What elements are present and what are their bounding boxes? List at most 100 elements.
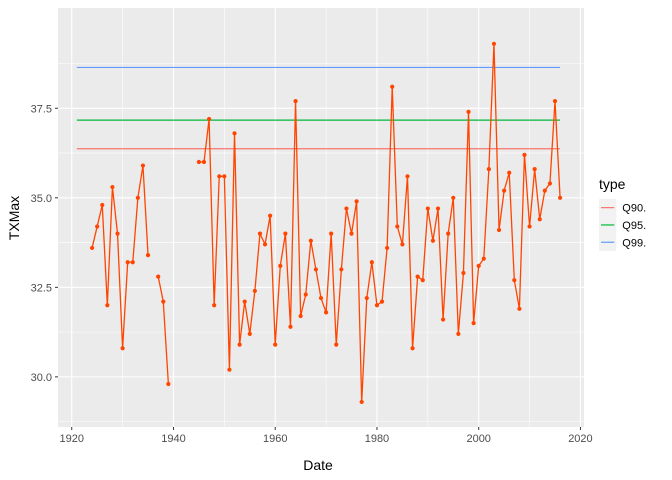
data-point <box>161 299 166 304</box>
data-point <box>125 260 130 265</box>
data-point <box>308 238 313 243</box>
data-point <box>354 199 359 204</box>
data-point <box>227 367 232 372</box>
data-point <box>395 224 400 229</box>
data-point <box>385 245 390 251</box>
legend-title: type <box>599 176 626 192</box>
legend-keys: Q90. Q95. Q99. <box>599 199 646 251</box>
data-point <box>547 181 553 186</box>
data-point <box>318 295 324 301</box>
legend-label: Q90. <box>622 203 646 215</box>
x-tick-label: 1960 <box>263 433 287 445</box>
data-point <box>293 99 298 104</box>
data-point <box>278 263 283 268</box>
x-tick-label: 2020 <box>568 433 592 445</box>
data-point <box>476 263 481 268</box>
data-point <box>405 174 410 179</box>
data-point <box>349 231 354 236</box>
data-point <box>537 217 542 222</box>
data-point <box>496 227 502 233</box>
data-point <box>491 41 497 46</box>
x-axis-ticks: 1920 1940 1960 1980 2000 2020 <box>59 427 593 445</box>
data-point <box>517 306 522 311</box>
data-point <box>512 278 517 283</box>
data-point <box>303 292 308 297</box>
data-point <box>486 167 491 172</box>
data-point <box>110 184 115 190</box>
data-point <box>374 303 380 308</box>
data-point <box>344 206 349 211</box>
data-point <box>461 270 466 276</box>
data-point <box>456 331 461 336</box>
y-axis-ticks: 30.0 32.5 35.0 37.5 <box>31 103 58 384</box>
data-point <box>237 342 242 347</box>
data-point <box>166 381 171 387</box>
legend-label: Q95. <box>622 220 646 232</box>
data-point <box>156 274 161 279</box>
data-point <box>217 174 222 179</box>
data-point <box>283 231 288 236</box>
x-tick-label: 1980 <box>365 433 389 445</box>
data-point <box>451 195 456 200</box>
data-point <box>400 242 405 247</box>
data-point <box>95 224 100 229</box>
data-point <box>298 313 303 319</box>
quantile-lines <box>76 66 561 150</box>
data-point <box>232 131 237 136</box>
series-points <box>89 41 563 405</box>
data-point <box>201 159 207 165</box>
x-tick-label: 1940 <box>161 433 185 445</box>
data-point <box>410 346 415 351</box>
data-point <box>542 188 547 193</box>
x-axis-title: Date <box>303 457 333 473</box>
data-point <box>212 303 217 308</box>
data-point <box>288 324 293 329</box>
y-tick-label: 35.0 <box>31 193 52 205</box>
series-line-segment <box>91 164 149 349</box>
y-tick-label: 30.0 <box>31 372 52 384</box>
data-point <box>222 174 227 179</box>
data-point <box>532 167 537 172</box>
data-point <box>252 288 257 294</box>
data-point <box>379 299 385 304</box>
data-point <box>206 116 212 122</box>
data-point <box>262 242 268 247</box>
data-point <box>115 231 120 236</box>
data-point <box>481 256 486 261</box>
x-tick-label: 2000 <box>466 433 490 445</box>
data-point <box>339 267 344 272</box>
data-point <box>89 245 95 251</box>
data-point <box>527 224 532 229</box>
legend: type Q90. Q95. Q99. <box>599 176 646 251</box>
data-point <box>369 260 374 265</box>
data-point <box>440 317 446 322</box>
data-point <box>430 238 436 243</box>
x-tick-label: 1920 <box>59 433 83 445</box>
data-point <box>557 195 563 200</box>
data-point <box>552 99 558 104</box>
data-point <box>471 321 476 326</box>
data-point <box>257 231 263 236</box>
grid-minor <box>58 8 584 427</box>
data-point <box>415 274 420 279</box>
data-point <box>247 331 252 336</box>
data-point <box>390 84 395 89</box>
data-point <box>502 188 507 193</box>
data-point <box>435 206 441 211</box>
data-point <box>334 342 339 347</box>
data-point <box>425 206 430 211</box>
data-point <box>507 170 512 175</box>
data-point <box>446 231 451 236</box>
data-point <box>140 163 146 168</box>
data-point <box>120 346 125 351</box>
data-point <box>522 152 527 157</box>
data-point <box>329 231 334 236</box>
data-point <box>135 195 140 200</box>
legend-label: Q99. <box>622 237 646 249</box>
data-point <box>145 253 151 258</box>
y-axis-title: TXMax <box>6 196 22 240</box>
data-point <box>359 399 364 405</box>
y-tick-label: 32.5 <box>31 282 52 294</box>
data-point <box>130 260 135 265</box>
